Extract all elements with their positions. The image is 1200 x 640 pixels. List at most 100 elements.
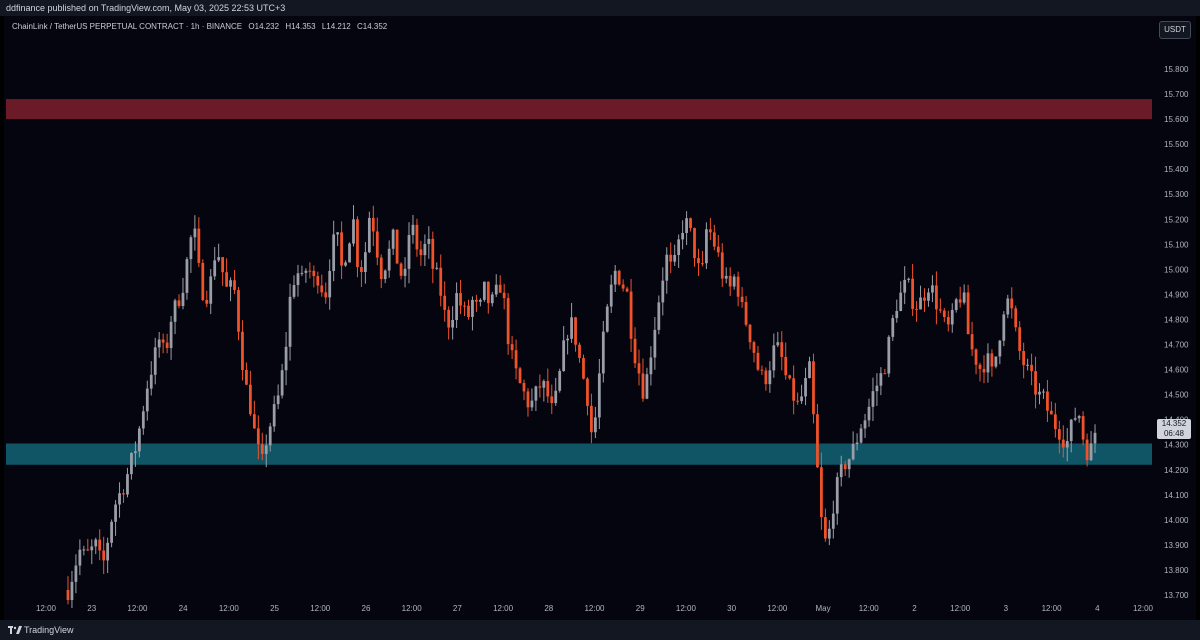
candle xyxy=(383,269,387,284)
candle xyxy=(855,433,859,451)
candle xyxy=(1038,383,1041,405)
candle xyxy=(978,362,982,382)
candle xyxy=(256,415,260,460)
candle xyxy=(387,240,391,278)
candle xyxy=(1006,294,1010,319)
candle xyxy=(621,279,625,292)
candle xyxy=(78,539,82,576)
candle xyxy=(653,316,657,370)
candle xyxy=(249,370,252,417)
candle xyxy=(336,231,340,246)
bottom-bar: TradingView xyxy=(0,620,1200,640)
candle xyxy=(288,283,292,361)
x-tick-label: 24 xyxy=(179,604,188,613)
y-tick-label: 14.900 xyxy=(1164,290,1189,299)
candle xyxy=(705,222,708,270)
candle xyxy=(903,266,907,305)
candle xyxy=(510,335,514,360)
candle xyxy=(950,303,954,333)
candle xyxy=(629,278,633,352)
candle xyxy=(962,284,966,305)
candle xyxy=(942,308,946,323)
candle xyxy=(514,339,518,380)
high-value: H14.353 xyxy=(285,22,316,31)
candle xyxy=(221,257,225,286)
candle xyxy=(823,508,827,542)
candle xyxy=(788,374,792,380)
candle xyxy=(883,368,887,375)
x-tick-label: 12:00 xyxy=(859,604,880,613)
low-value: L14.212 xyxy=(321,22,351,31)
candle xyxy=(1073,407,1077,422)
last-price-value: 14.352 xyxy=(1161,419,1187,428)
candle xyxy=(998,339,1002,365)
candle xyxy=(875,373,879,406)
candle xyxy=(582,354,585,380)
candle xyxy=(1085,433,1089,467)
candle xyxy=(118,482,121,518)
candle xyxy=(954,297,958,313)
candle xyxy=(1053,402,1057,438)
candle xyxy=(562,325,566,372)
candle xyxy=(911,263,914,317)
candle xyxy=(459,279,462,315)
candle xyxy=(816,403,819,468)
candle xyxy=(661,267,665,316)
candle xyxy=(764,367,768,391)
candle xyxy=(613,264,617,293)
candle xyxy=(970,321,974,356)
candle xyxy=(1022,342,1026,379)
candle xyxy=(546,368,550,403)
candle xyxy=(847,458,851,478)
y-tick-label: 15.700 xyxy=(1164,90,1189,99)
candle xyxy=(994,356,998,369)
candle xyxy=(173,298,177,335)
candle xyxy=(1081,411,1085,446)
candle xyxy=(800,384,803,404)
candle xyxy=(728,267,732,297)
x-tick-label: 12:00 xyxy=(402,604,423,613)
candle xyxy=(475,294,478,313)
candle xyxy=(82,545,86,556)
candle xyxy=(990,349,994,377)
candle xyxy=(332,220,336,282)
candle xyxy=(280,363,284,399)
candle xyxy=(431,231,435,284)
candle xyxy=(407,222,411,284)
candle xyxy=(859,424,863,444)
candle xyxy=(94,537,98,555)
candle xyxy=(732,274,736,290)
x-tick-label: 12:00 xyxy=(1042,604,1063,613)
candle xyxy=(1014,305,1018,332)
time-axis: 12:00 23 12:00 24 12:00 25 12:00 26 12:00 27 12:00… xyxy=(36,604,1154,613)
candles-layer xyxy=(66,205,1097,609)
candle xyxy=(724,267,728,284)
candle xyxy=(292,275,296,299)
candle xyxy=(752,340,756,363)
currency-button[interactable]: USDT xyxy=(1159,21,1191,39)
candle xyxy=(486,281,490,314)
candle xyxy=(344,260,347,267)
candle xyxy=(597,358,601,430)
candle xyxy=(538,374,542,398)
candle xyxy=(649,346,653,386)
candle xyxy=(102,536,106,575)
candle xyxy=(831,500,835,539)
candle xyxy=(641,358,645,402)
candle xyxy=(625,286,629,293)
candle xyxy=(268,422,272,452)
candle xyxy=(427,226,431,259)
candle xyxy=(90,539,94,565)
chart-legend: ChainLink / TetherUS PERPETUAL CONTRACT … xyxy=(12,22,391,31)
y-tick-label: 15.200 xyxy=(1164,215,1189,224)
candle xyxy=(812,353,815,424)
candle xyxy=(863,413,867,438)
candle xyxy=(835,472,839,525)
candle xyxy=(213,247,217,280)
candle xyxy=(712,224,716,251)
candle xyxy=(122,489,125,503)
candle xyxy=(1030,353,1033,386)
y-tick-label: 15.400 xyxy=(1164,165,1189,174)
candle xyxy=(923,288,926,312)
